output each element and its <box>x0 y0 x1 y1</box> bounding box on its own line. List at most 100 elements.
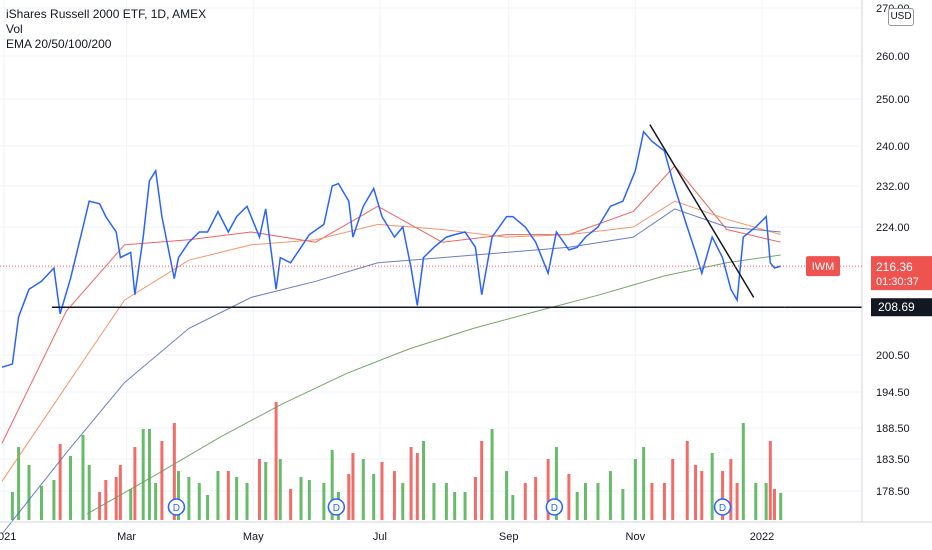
volume-bar <box>546 459 550 520</box>
volume-bar <box>177 471 181 520</box>
dividend-marker-circle <box>167 498 186 516</box>
volume-bar <box>480 441 484 520</box>
volume-bar <box>662 483 666 520</box>
volume-bar <box>299 477 303 520</box>
volume-bar <box>380 462 384 520</box>
currency-button[interactable]: USD <box>888 8 914 26</box>
y-tick-label: 188.50 <box>876 423 910 435</box>
volume-bar <box>473 477 477 520</box>
volume-bar <box>98 492 102 520</box>
volume-bar <box>330 450 334 520</box>
volume-bar <box>160 441 164 520</box>
support-tag <box>871 298 932 317</box>
volume-bar <box>621 489 625 520</box>
x-tick-label: Jul <box>373 531 387 543</box>
volume-bars <box>10 402 783 520</box>
ema-line-2 <box>1 200 781 482</box>
volume-bar <box>114 477 118 520</box>
volume-bar <box>81 435 85 520</box>
volume-bar <box>685 441 689 520</box>
volume-bar <box>596 483 600 520</box>
volume-bar <box>17 447 21 520</box>
dividend-marker: D <box>713 498 732 516</box>
dividend-marker-label: D <box>173 503 180 514</box>
volume-legend[interactable]: Vol <box>6 22 23 36</box>
volume-bar <box>307 480 311 520</box>
x-tick-label: May <box>243 531 264 543</box>
volume-bar <box>432 483 436 520</box>
volume-bar <box>422 441 426 520</box>
volume-bar <box>322 483 326 520</box>
volume-bar <box>710 453 714 520</box>
trendline-downtrend <box>649 124 755 298</box>
price-tag-value: 216.36 <box>876 260 913 274</box>
symbol-tag <box>806 256 840 277</box>
volume-bar <box>671 459 675 520</box>
ema-line-1 <box>1 165 781 444</box>
y-tick-label: 224.00 <box>876 222 910 234</box>
volume-bar <box>567 474 571 520</box>
volume-bar <box>534 477 538 520</box>
volume-bar <box>700 471 704 520</box>
volume-bar <box>779 492 783 520</box>
time-axis[interactable]: 2021 Mar May Jul Sep Nov 2022 <box>0 531 774 543</box>
volume-bar <box>118 465 122 520</box>
symbol-tag-label: IWM <box>812 261 835 273</box>
volume-bar <box>741 423 745 520</box>
volume-bar <box>463 492 467 520</box>
dividend-marker: D <box>545 498 564 516</box>
y-tick-label: 260.00 <box>876 51 910 63</box>
volume-bar <box>129 489 133 520</box>
dividend-marker-label: D <box>719 503 726 514</box>
volume-bar <box>10 492 14 520</box>
volume-bar <box>444 483 448 520</box>
volume-bar <box>147 429 151 520</box>
support-tag-value: 208.69 <box>878 300 915 314</box>
dividend-marker: D <box>327 498 346 516</box>
y-tick-label: 240.00 <box>876 141 910 153</box>
y-tick-label: 178.50 <box>876 486 910 498</box>
volume-bar <box>133 447 137 520</box>
volume-bar <box>206 495 210 520</box>
price-axis[interactable]: 270.00260.00250.00240.00232.00224.00216.… <box>876 3 910 498</box>
volume-bar <box>289 489 293 520</box>
volume-bar <box>409 447 413 520</box>
volume-bar <box>511 495 515 520</box>
price-line <box>1 130 781 368</box>
dividend-marker: D <box>167 498 186 516</box>
price-tag <box>871 256 932 291</box>
volume-bar <box>401 483 405 520</box>
dividend-marker-circle <box>713 498 732 516</box>
volume-bar <box>226 471 230 520</box>
volume-bar <box>583 483 587 520</box>
volume-bar <box>361 459 365 520</box>
support-price-tag: 208.69 <box>871 298 932 317</box>
ema-legend[interactable]: EMA 20/50/100/200 <box>6 37 112 51</box>
volume-bar <box>278 459 282 520</box>
volume-bar <box>633 459 637 520</box>
volume-bar <box>87 465 91 520</box>
volume-bar <box>39 486 43 520</box>
volume-bar <box>351 453 355 520</box>
y-tick-label: 200.50 <box>876 350 910 362</box>
volume-bar <box>216 471 220 520</box>
price-tag-countdown: 01:30:37 <box>876 276 919 288</box>
volume-bar <box>58 444 62 520</box>
volume-bar <box>490 429 494 520</box>
dividend-marker-circle <box>545 498 564 516</box>
volume-bar <box>754 483 758 520</box>
volume-bar <box>729 459 733 520</box>
dividend-marker-circle <box>327 498 346 516</box>
volume-bar <box>372 474 376 520</box>
volume-bar <box>505 471 509 520</box>
volume-bar <box>235 477 239 520</box>
volume-bar <box>245 483 249 520</box>
volume-bar <box>764 483 768 520</box>
volume-bar <box>721 471 725 520</box>
chart-title[interactable]: iShares Russell 2000 ETF, 1D, AMEX <box>6 7 207 21</box>
dividend-marker-label: D <box>551 503 558 514</box>
volume-bar <box>650 483 654 520</box>
last-price-tag: IWM 216.36 01:30:37 <box>806 256 932 291</box>
